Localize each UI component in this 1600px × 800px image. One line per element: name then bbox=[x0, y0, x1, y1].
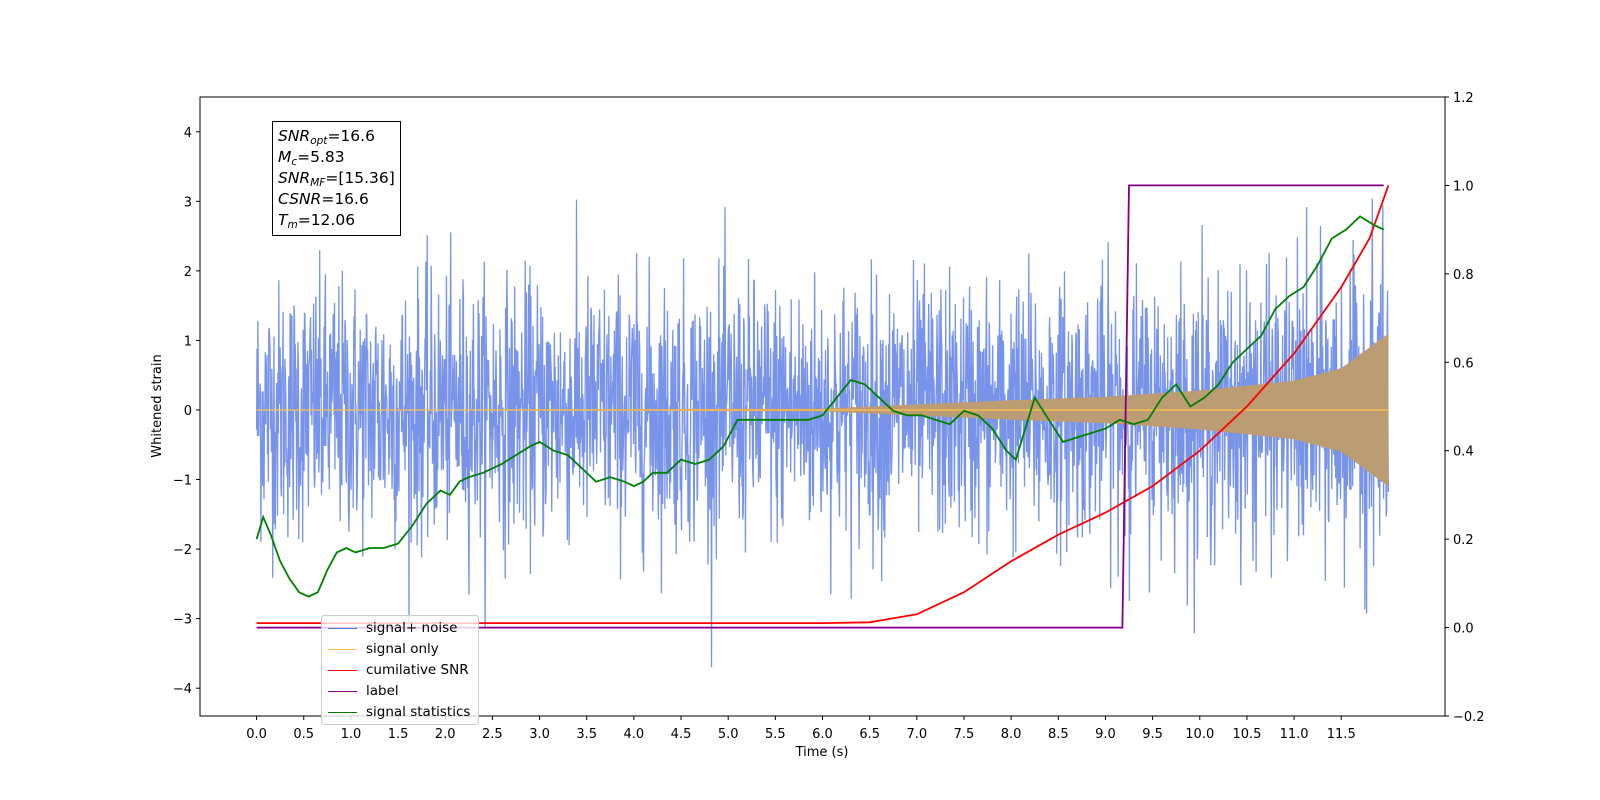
y-tick-label: 1 bbox=[184, 334, 192, 349]
legend-label: signal+ noise bbox=[366, 620, 458, 636]
y-axis-label: Whitened strain bbox=[150, 354, 165, 457]
snr-opt-line: SNRopt=16.6 bbox=[278, 127, 375, 147]
y2-tick-label: 0.4 bbox=[1453, 445, 1474, 460]
legend-swatch bbox=[328, 648, 357, 650]
x-tick-label: 9.5 bbox=[1142, 727, 1163, 742]
y-axis-right: 1.2 1.0 0.8 0.6 0.4 0.2 0.0 −0.2 bbox=[1445, 91, 1485, 725]
y2-tick-label: 0.0 bbox=[1453, 622, 1474, 637]
y2-tick-label: 0.6 bbox=[1453, 356, 1474, 371]
x-axis: 0.0 0.5 1.0 1.5 2.0 2.5 3.0 3.5 4.0 4.5 5.0 5.5 6.0 6… bbox=[246, 716, 1356, 742]
x-tick-label: 6.5 bbox=[859, 727, 880, 742]
y-tick-label: −3 bbox=[173, 613, 192, 628]
y2-tick-label: −0.2 bbox=[1453, 710, 1485, 725]
x-tick-label: 10.0 bbox=[1185, 727, 1214, 742]
signal-only-series bbox=[256, 333, 1389, 487]
snr-mf-line: SNRMF=[15.36] bbox=[278, 169, 395, 189]
x-tick-label: 1.5 bbox=[388, 727, 409, 742]
legend-item-signal-statistics: signal statistics bbox=[322, 702, 470, 722]
y-tick-label: −4 bbox=[173, 682, 192, 697]
x-tick-label: 8.5 bbox=[1048, 727, 1069, 742]
label-line bbox=[256, 184, 1384, 629]
legend-swatch bbox=[328, 690, 357, 692]
x-tick-label: 5.0 bbox=[718, 727, 739, 742]
x-tick-label: 10.5 bbox=[1232, 727, 1261, 742]
y2-tick-label: 1.2 bbox=[1453, 91, 1474, 106]
y-tick-label: 3 bbox=[184, 195, 192, 210]
overlay-series bbox=[255, 184, 1390, 629]
x-tick-label: 7.5 bbox=[954, 727, 975, 742]
x-tick-label: 1.0 bbox=[341, 727, 362, 742]
legend-label: signal statistics bbox=[366, 704, 471, 720]
x-tick-label: 7.0 bbox=[906, 727, 927, 742]
legend-item-signal-noise: signal+ noise bbox=[322, 618, 457, 638]
legend-item-signal-only: signal only bbox=[322, 639, 439, 659]
x-tick-label: 4.5 bbox=[671, 727, 692, 742]
signal-noise-series bbox=[255, 198, 1390, 668]
x-tick-label: 2.0 bbox=[435, 727, 456, 742]
x-tick-label: 9.0 bbox=[1095, 727, 1116, 742]
legend-swatch bbox=[328, 627, 357, 629]
y-tick-label: 4 bbox=[184, 126, 192, 141]
y-tick-label: −2 bbox=[173, 543, 192, 558]
x-tick-label: 5.5 bbox=[765, 727, 786, 742]
info-box: SNRopt=16.6 Mc=5.83 SNRMF=[15.36] CSNR=1… bbox=[272, 121, 401, 236]
legend-swatch bbox=[328, 669, 357, 671]
legend-label: signal only bbox=[366, 641, 439, 657]
y-tick-label: 0 bbox=[184, 404, 192, 419]
y2-tick-label: 0.8 bbox=[1453, 268, 1474, 283]
x-tick-label: 3.5 bbox=[576, 727, 597, 742]
x-tick-label: 2.5 bbox=[482, 727, 503, 742]
x-tick-label: 0.5 bbox=[293, 727, 314, 742]
x-tick-label: 11.0 bbox=[1280, 727, 1309, 742]
y-tick-label: −1 bbox=[173, 474, 192, 489]
legend: signal+ noise signal only cumilative SNR… bbox=[321, 615, 479, 725]
legend-item-cumulative-snr: cumilative SNR bbox=[322, 660, 469, 680]
x-axis-label: Time (s) bbox=[795, 745, 849, 760]
mc-line: Mc=5.83 bbox=[278, 148, 345, 168]
signal-statistics-line bbox=[255, 215, 1385, 598]
legend-item-label: label bbox=[322, 681, 399, 701]
legend-label: cumilative SNR bbox=[366, 662, 469, 678]
y2-tick-label: 1.0 bbox=[1453, 179, 1474, 194]
cumulative-snr-line bbox=[256, 185, 1390, 624]
legend-label: label bbox=[366, 683, 399, 699]
x-tick-label: 3.0 bbox=[529, 727, 550, 742]
y-axis-left: 4 3 2 1 0 −1 −2 −3 −4 bbox=[173, 126, 200, 697]
x-tick-label: 4.0 bbox=[624, 727, 645, 742]
x-tick-label: 11.5 bbox=[1327, 727, 1356, 742]
x-tick-label: 6.0 bbox=[812, 727, 833, 742]
y2-tick-label: 0.2 bbox=[1453, 533, 1474, 548]
legend-swatch bbox=[328, 711, 357, 713]
x-tick-label: 8.0 bbox=[1001, 727, 1022, 742]
y-tick-label: 2 bbox=[184, 265, 192, 280]
x-tick-label: 0.0 bbox=[246, 727, 267, 742]
csnr-line: CSNR=16.6 bbox=[278, 190, 369, 208]
signal-noise-line bbox=[255, 198, 1390, 668]
tm-line: Tm=12.06 bbox=[278, 211, 356, 231]
